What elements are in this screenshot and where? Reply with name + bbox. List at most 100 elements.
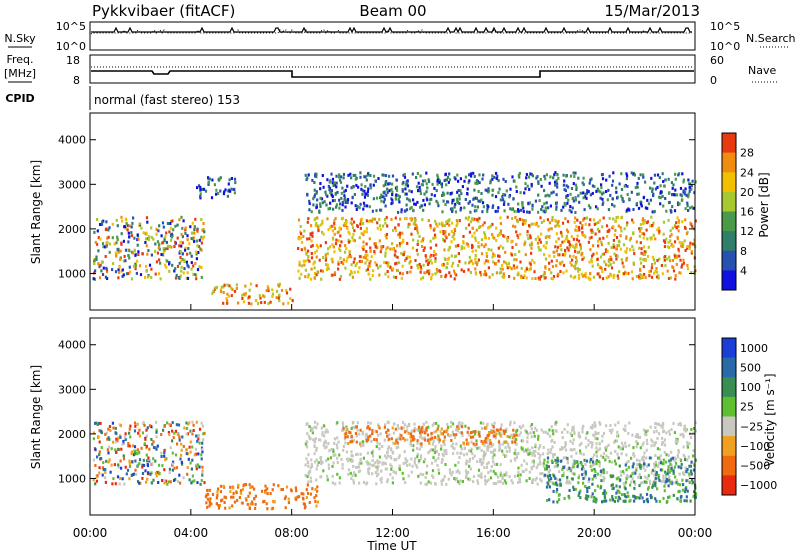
power-cell — [235, 283, 238, 287]
power-cell — [454, 210, 458, 214]
power-cell — [322, 256, 325, 259]
velocity-cell — [632, 462, 635, 466]
velocity-cell — [112, 426, 115, 430]
velocity-cell — [679, 483, 682, 487]
velocity-cell — [409, 442, 412, 446]
velocity-cell — [625, 461, 628, 465]
power-cell — [315, 206, 318, 210]
power-cell — [123, 225, 126, 229]
power-cell — [665, 237, 668, 241]
power-cell — [175, 273, 178, 277]
velocity-cell — [468, 433, 471, 437]
velocity-cell — [685, 499, 688, 503]
velocity-cell — [603, 494, 606, 498]
power-cell — [414, 202, 417, 206]
power-cell — [642, 258, 645, 261]
power-cell — [127, 231, 130, 235]
velocity-cell — [306, 445, 309, 449]
velocity-cell — [513, 434, 516, 438]
power-cell — [565, 228, 569, 232]
power-cell — [429, 224, 432, 228]
velocity-cell — [630, 480, 633, 484]
power-cell — [365, 250, 368, 253]
power-cell — [645, 221, 648, 225]
power-cell — [652, 210, 656, 214]
velocity-cell — [182, 476, 185, 480]
velocity-cell — [395, 439, 398, 443]
velocity-cell — [367, 468, 370, 471]
power-cell — [184, 246, 187, 250]
power-cell — [581, 226, 584, 230]
power-cell — [385, 216, 388, 220]
velocity-cell — [484, 479, 487, 482]
velocity-cell — [601, 500, 604, 504]
velocity-cell — [306, 491, 310, 495]
velocity-cell — [547, 448, 550, 452]
power-cell — [664, 197, 667, 200]
velocity-cell — [378, 460, 381, 464]
velocity-cell — [417, 425, 421, 429]
power-cell — [522, 219, 525, 223]
velocity-cell — [401, 471, 404, 475]
velocity-cell — [144, 437, 147, 441]
velocity-cell — [554, 429, 557, 433]
velocity-cell — [201, 441, 204, 445]
power-cell — [505, 261, 508, 265]
power-cell — [524, 219, 527, 223]
power-cell — [531, 277, 534, 281]
power-cell — [313, 271, 317, 275]
velocity-cell — [155, 430, 158, 434]
power-cell — [397, 233, 400, 237]
velocity-cell — [107, 436, 110, 440]
velocity-cell — [670, 481, 673, 485]
power-cell — [344, 224, 347, 227]
velocity-cell — [368, 462, 372, 466]
velocity-cell — [198, 441, 201, 445]
power-cell — [662, 232, 665, 236]
power-cell — [531, 174, 534, 178]
velocity-cell — [434, 447, 437, 451]
power-cell — [555, 249, 558, 253]
power-cell — [133, 249, 136, 253]
power-cell — [656, 259, 659, 262]
noise-left-label: N.Sky — [4, 32, 36, 45]
velocity-cell — [642, 459, 645, 463]
velocity-cell — [458, 421, 461, 425]
y-tick-label: 4000 — [58, 339, 86, 352]
power-cell — [300, 264, 304, 268]
power-cell — [340, 260, 343, 264]
velocity-cell — [614, 462, 617, 466]
power-cell — [297, 247, 300, 250]
power-cell — [448, 218, 451, 222]
power-cell — [263, 295, 266, 299]
velocity-cell — [506, 435, 509, 438]
power-cell — [587, 240, 590, 244]
velocity-cell — [509, 420, 512, 424]
velocity-cell — [230, 495, 233, 499]
velocity-cell — [459, 479, 462, 483]
velocity-cell — [474, 430, 477, 433]
power-cell — [477, 258, 480, 262]
power-cell — [515, 190, 518, 193]
power-cell — [391, 247, 394, 251]
power-cell — [450, 240, 453, 244]
velocity-cell — [417, 474, 420, 478]
velocity-cell — [377, 425, 380, 429]
velocity-cell — [358, 481, 361, 485]
velocity-cell — [145, 434, 148, 438]
velocity-cell — [342, 426, 345, 430]
velocity-cell — [271, 506, 274, 510]
velocity-cell — [157, 481, 160, 484]
velocity-cell — [491, 456, 494, 460]
power-cell — [147, 249, 150, 252]
power-cell — [344, 188, 347, 192]
power-cell — [450, 221, 454, 225]
velocity-cell — [605, 424, 608, 428]
velocity-cell — [520, 426, 523, 430]
power-cell — [351, 196, 354, 200]
power-cell — [194, 273, 197, 277]
power-cell — [651, 263, 654, 266]
power-cell — [358, 259, 361, 263]
power-cell — [166, 259, 169, 263]
power-cell — [186, 271, 189, 275]
